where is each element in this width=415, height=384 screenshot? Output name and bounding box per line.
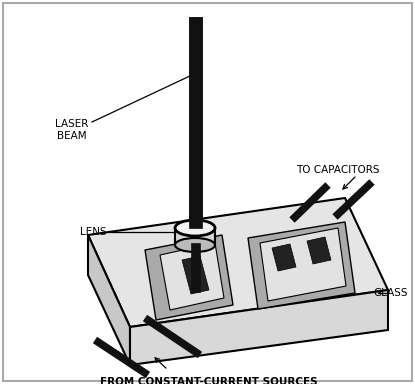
Polygon shape (160, 243, 224, 310)
Polygon shape (182, 256, 209, 294)
Polygon shape (189, 17, 202, 228)
Text: FROM CONSTANT-CURRENT SOURCES: FROM CONSTANT-CURRENT SOURCES (100, 377, 317, 384)
Bar (175, 228, 215, 245)
Polygon shape (88, 198, 388, 327)
Polygon shape (145, 235, 233, 320)
Polygon shape (307, 237, 331, 264)
Polygon shape (130, 290, 388, 365)
Ellipse shape (175, 238, 215, 252)
Polygon shape (191, 243, 200, 292)
Ellipse shape (175, 220, 215, 236)
Text: LENS: LENS (81, 227, 107, 237)
Polygon shape (189, 17, 202, 230)
Text: TO CAPACITORS: TO CAPACITORS (296, 165, 380, 175)
Text: GLASS: GLASS (374, 288, 408, 298)
Text: LASER
BEAM: LASER BEAM (55, 119, 89, 141)
Polygon shape (272, 244, 296, 271)
Polygon shape (260, 228, 346, 301)
Polygon shape (248, 222, 355, 309)
Polygon shape (88, 235, 130, 365)
